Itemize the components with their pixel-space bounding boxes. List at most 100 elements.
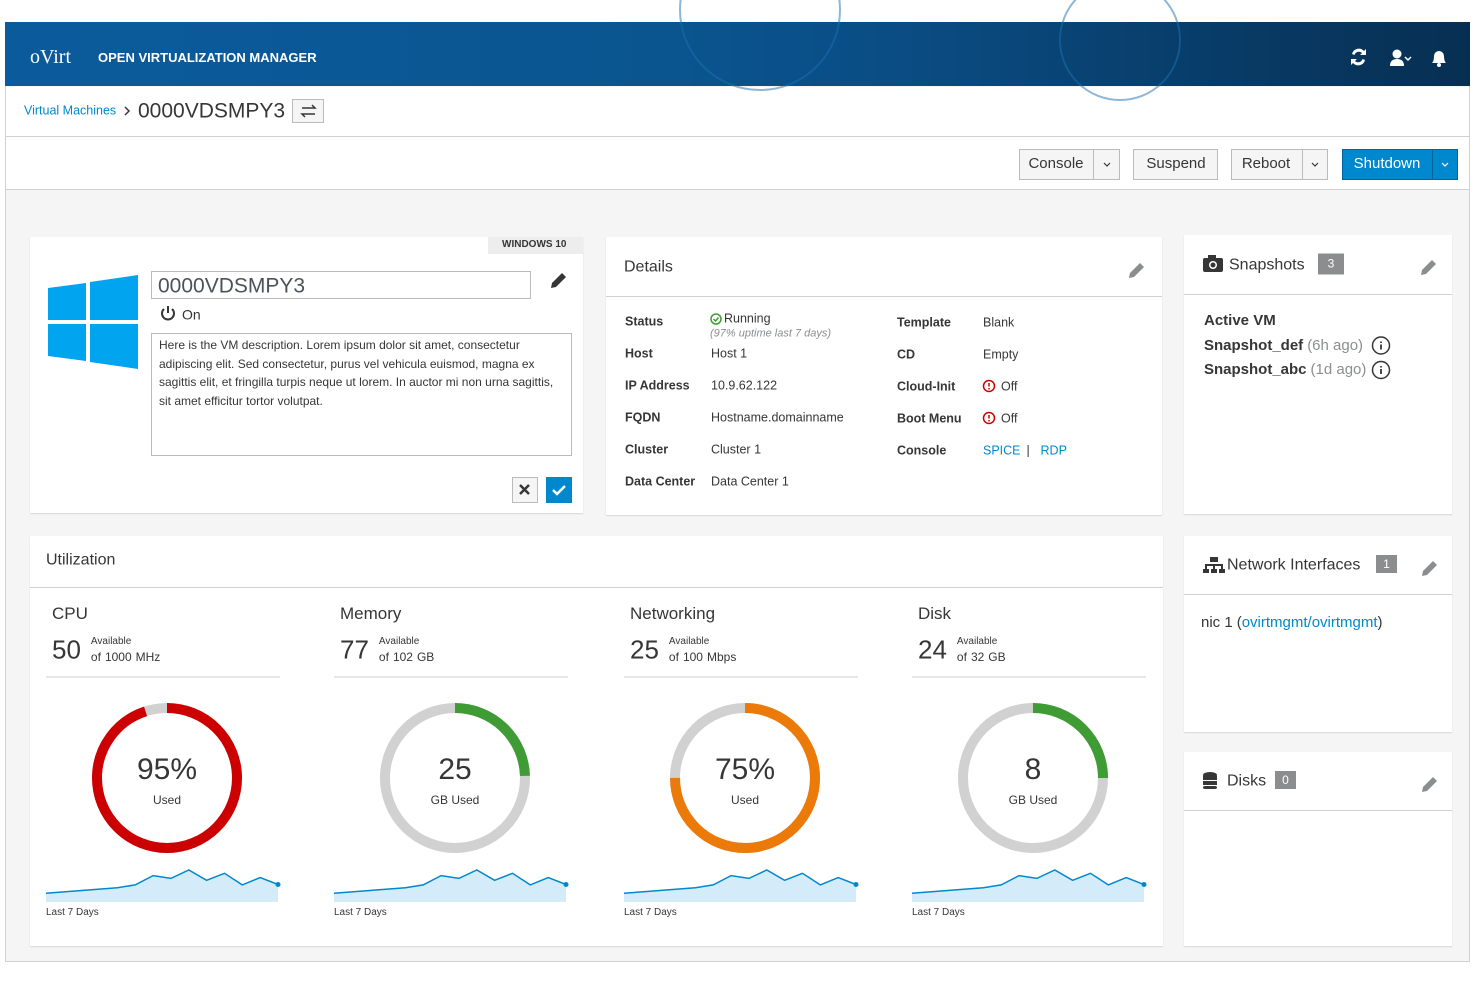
available-value: 24 bbox=[918, 634, 947, 665]
warning-icon bbox=[982, 379, 996, 393]
breadcrumb-link[interactable]: Virtual Machines bbox=[24, 103, 117, 118]
suspend-button[interactable] bbox=[1133, 149, 1218, 180]
description-input[interactable] bbox=[151, 333, 572, 456]
period-label: Last 7 Days bbox=[46, 907, 99, 918]
details-card bbox=[606, 237, 1162, 515]
sparkline-end bbox=[275, 881, 281, 887]
vm-name[interactable]: 0000VDSMPY3 bbox=[158, 274, 306, 298]
total-unit: MHz bbox=[135, 649, 161, 664]
name-input[interactable] bbox=[151, 271, 531, 299]
donut-arc bbox=[670, 703, 820, 853]
detail-value: Blank bbox=[983, 315, 1015, 330]
metric-name: Networking bbox=[630, 603, 716, 623]
os-badge: WINDOWS 10 bbox=[502, 239, 567, 250]
used-value: 95% bbox=[136, 753, 198, 786]
used-caption: Used bbox=[730, 792, 760, 807]
network-card bbox=[1184, 536, 1452, 732]
console-link[interactable]: SPICE bbox=[983, 443, 1021, 458]
total-unit: GB bbox=[416, 649, 435, 664]
available-caption: Available bbox=[956, 636, 998, 647]
total-unit: Mbps bbox=[706, 649, 737, 664]
reboot-caret[interactable] bbox=[1302, 149, 1328, 180]
detail-value: Data Center 1 bbox=[711, 474, 789, 489]
metric-name: CPU bbox=[52, 603, 88, 623]
console-link[interactable]: RDP bbox=[1040, 443, 1067, 458]
check-icon bbox=[552, 485, 566, 496]
total-of: of bbox=[668, 649, 679, 664]
bracket: ) bbox=[1377, 614, 1383, 631]
switch-button[interactable] bbox=[292, 99, 324, 123]
sparkline-area bbox=[624, 870, 856, 902]
sparkline-end bbox=[563, 881, 569, 887]
sparkline bbox=[911, 869, 1145, 895]
shutdown-caret[interactable] bbox=[1432, 149, 1458, 180]
network-icon bbox=[1203, 557, 1225, 573]
card-title: Details bbox=[624, 258, 673, 276]
sparkline-end bbox=[1141, 881, 1147, 887]
button-label[interactable]: Console bbox=[1028, 155, 1084, 172]
count-badge: 0 bbox=[1275, 771, 1296, 789]
detail-label: Template bbox=[897, 315, 951, 330]
card-title: Network Interfaces bbox=[1227, 556, 1361, 574]
carets bbox=[1103, 162, 1319, 167]
edit-icons bbox=[551, 273, 566, 288]
detail-label: Console bbox=[897, 443, 947, 458]
nic-network[interactable]: ovirtmgmt/ovirtmgmt bbox=[1241, 614, 1378, 631]
breadcrumb-bar bbox=[6, 87, 1469, 137]
total-value: 100 bbox=[682, 649, 703, 664]
disks-card bbox=[1184, 752, 1452, 946]
os-badge-bg bbox=[488, 237, 583, 254]
sparkline-end bbox=[853, 881, 859, 887]
period-label: Last 7 Days bbox=[334, 907, 387, 918]
snapshot-name[interactable]: Active VM bbox=[1204, 312, 1276, 329]
detail-value: Running bbox=[724, 311, 771, 326]
sparkline-area bbox=[912, 870, 1144, 902]
button-label[interactable]: Shutdown bbox=[1353, 155, 1421, 172]
total-value: 102 bbox=[392, 649, 413, 664]
masthead-decoration bbox=[679, 0, 1181, 101]
detail-label: FQDN bbox=[625, 410, 661, 425]
masthead-icons bbox=[1351, 48, 1446, 67]
reboot-button[interactable] bbox=[1231, 149, 1303, 180]
total-of: of bbox=[378, 649, 389, 664]
link-separator: | bbox=[1026, 443, 1030, 458]
period-label: Last 7 Days bbox=[912, 907, 965, 918]
available-value: 25 bbox=[630, 634, 659, 665]
separator bbox=[1184, 294, 1452, 295]
power-icon bbox=[161, 306, 175, 321]
available-value: 77 bbox=[340, 634, 369, 665]
button-label[interactable]: Suspend bbox=[1146, 155, 1206, 172]
detail-label: IP Address bbox=[625, 378, 690, 393]
used-value: 8 bbox=[1024, 753, 1042, 786]
card-title: Snapshots bbox=[1229, 256, 1305, 274]
snapshots-card bbox=[1184, 235, 1452, 514]
bracket: ( bbox=[1236, 614, 1242, 631]
total-of: of bbox=[90, 649, 101, 664]
snapshot-name[interactable]: Snapshot_def bbox=[1204, 336, 1304, 354]
detail-value: Hostname.domainname bbox=[711, 410, 844, 425]
detail-note: (97% uptime last 7 days) bbox=[710, 327, 832, 340]
console-button[interactable] bbox=[1019, 149, 1094, 180]
snapshot-name[interactable]: Snapshot_abc bbox=[1204, 361, 1307, 378]
switch-icon bbox=[300, 104, 317, 118]
nic-name: nic 1 bbox=[1201, 614, 1233, 631]
cancel-icon bbox=[519, 484, 530, 495]
available-caption: Available bbox=[668, 636, 710, 647]
breadcrumb-current: 0000VDSMPY3 bbox=[138, 99, 286, 123]
detail-label: Cluster bbox=[625, 442, 669, 457]
detail-value: Off bbox=[1001, 411, 1018, 426]
product-name: OPEN VIRTUALIZATION MANAGER bbox=[98, 50, 317, 66]
confirm-button[interactable] bbox=[546, 477, 572, 503]
caret bbox=[1441, 162, 1449, 167]
shutdown-button[interactable] bbox=[1342, 149, 1433, 180]
detail-label: Data Center bbox=[625, 474, 696, 489]
button-label[interactable]: Reboot bbox=[1241, 155, 1291, 172]
vm-description[interactable]: Here is the VM description. Lorem ipsum … bbox=[159, 338, 554, 408]
used-caption: GB Used bbox=[1008, 792, 1058, 807]
status-icon bbox=[712, 317, 720, 323]
console-caret[interactable] bbox=[1093, 149, 1120, 180]
info-icon bbox=[1371, 360, 1391, 380]
detail-label: Boot Menu bbox=[897, 411, 962, 426]
sparkline bbox=[333, 869, 567, 895]
sparkline bbox=[45, 869, 279, 895]
